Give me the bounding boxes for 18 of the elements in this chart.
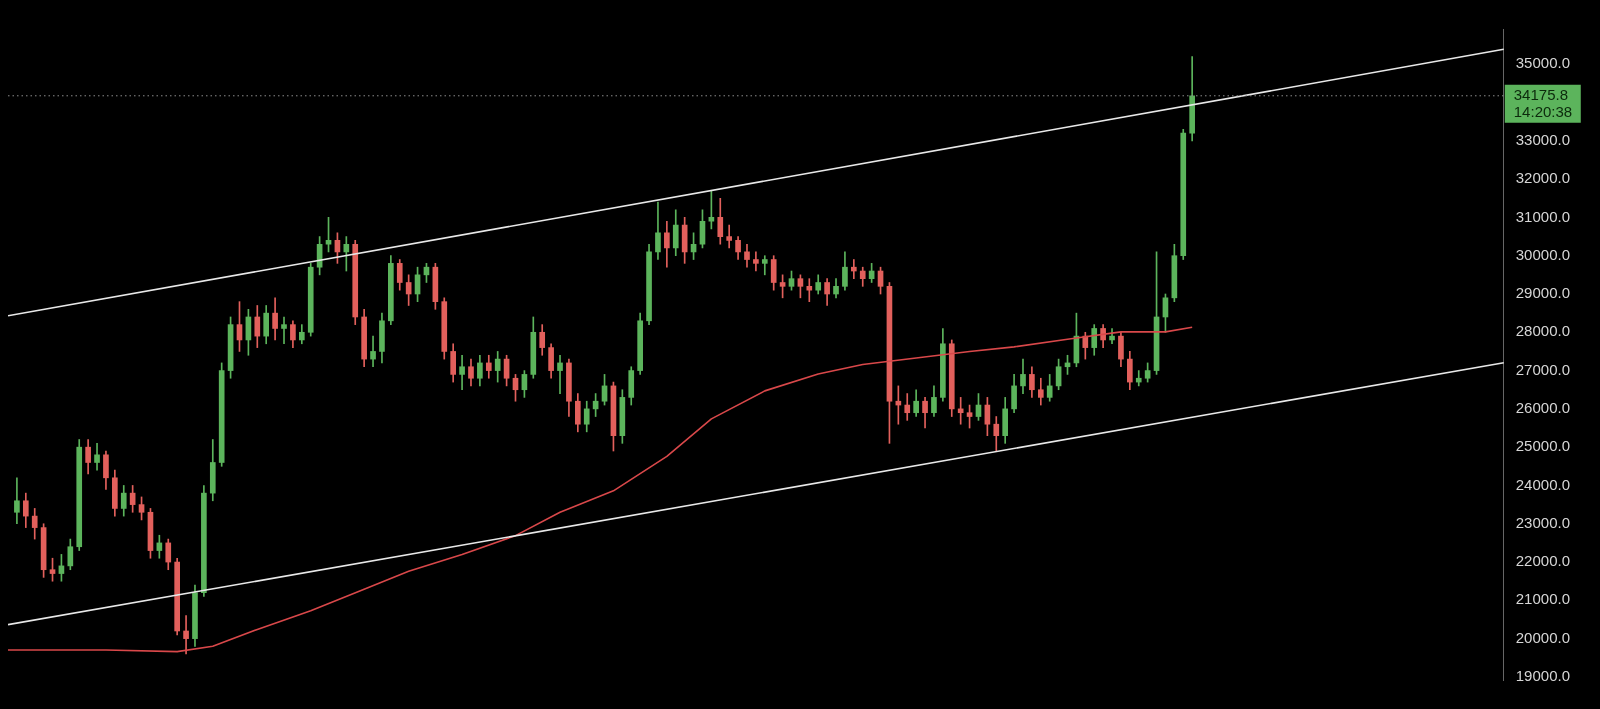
y-tick-label: 33000.0 xyxy=(1515,130,1571,148)
ref-line-label: 34175.8 xyxy=(1513,85,1569,103)
y-tick-label: 30000.0 xyxy=(1515,245,1571,263)
y-tick-label: 29000.0 xyxy=(1515,284,1571,302)
y-tick-label: 32000.0 xyxy=(1515,169,1571,187)
y-tick-label: 27000.0 xyxy=(1515,360,1571,378)
y-tick-label: 31000.0 xyxy=(1515,207,1571,225)
y-tick-label: 23000.0 xyxy=(1515,513,1571,531)
y-tick-label: 19000.0 xyxy=(1515,667,1571,685)
y-tick-label: 22000.0 xyxy=(1515,552,1571,570)
y-tick-label: 20000.0 xyxy=(1515,628,1571,646)
text: 14:20:38 xyxy=(1513,102,1573,120)
y-tick-label: 28000.0 xyxy=(1515,322,1571,340)
y-tick-label: 21000.0 xyxy=(1515,590,1571,608)
y-tick-label: 35000.0 xyxy=(1515,54,1571,72)
y-tick-label: 25000.0 xyxy=(1515,437,1571,455)
y-tick-label: 26000.0 xyxy=(1515,399,1571,417)
y-tick-label: 24000.0 xyxy=(1515,475,1571,493)
